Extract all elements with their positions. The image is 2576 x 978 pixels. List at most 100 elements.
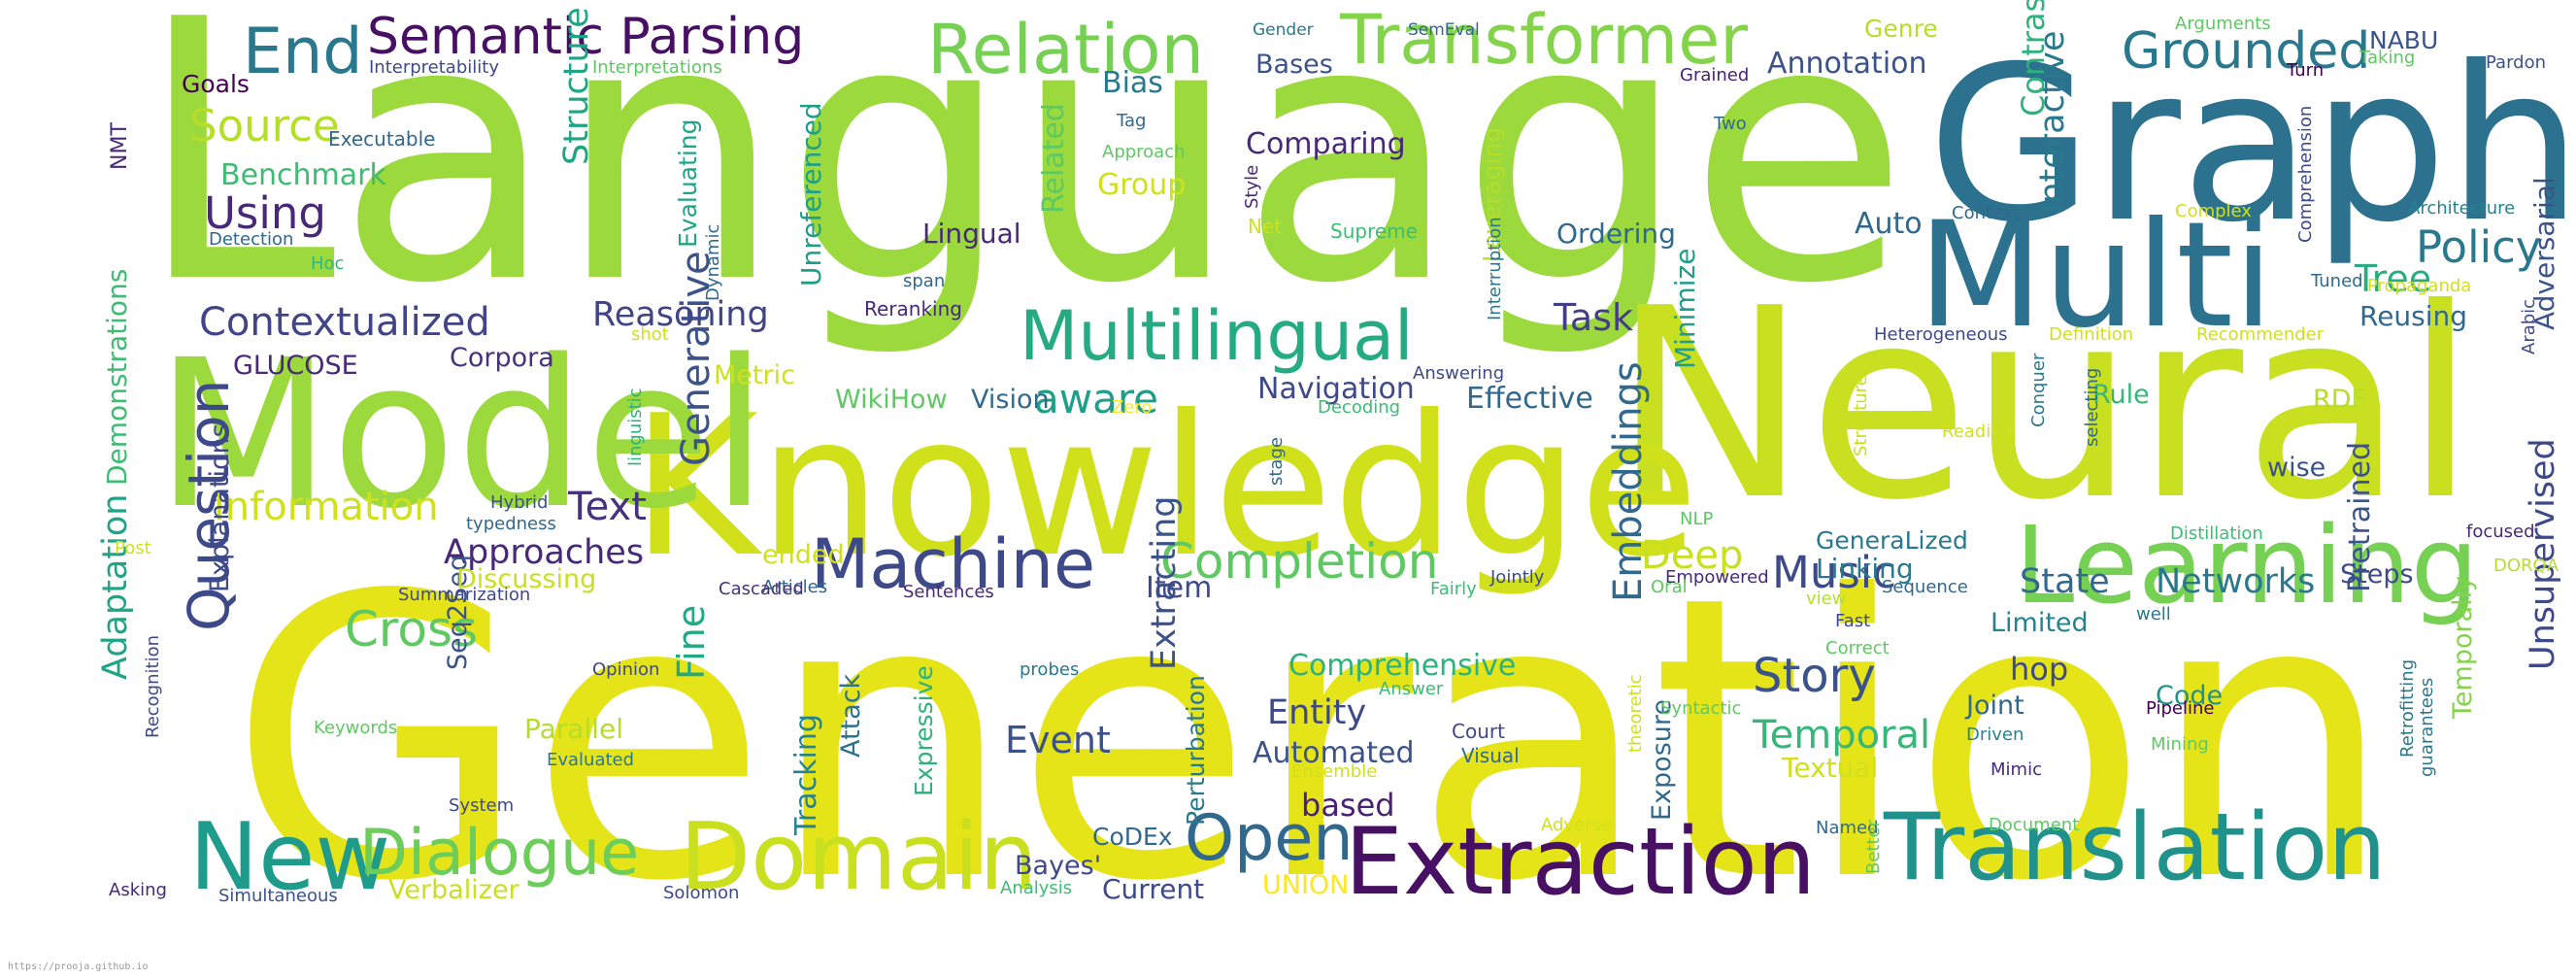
word-verbalizer: Verbalizer bbox=[388, 875, 520, 905]
word-source: Source bbox=[189, 100, 340, 152]
word-focused: focused bbox=[2466, 522, 2535, 542]
word-driven: Driven bbox=[1966, 725, 2024, 745]
word-leveraging: Leveraging bbox=[1478, 127, 1506, 262]
word-mimic: Mimic bbox=[1991, 759, 2042, 780]
word-cascaded: Cascaded bbox=[719, 579, 804, 599]
word-perturbation: Perturbation bbox=[1182, 675, 1210, 826]
word-well: well bbox=[2136, 604, 2171, 624]
word-sequence: Sequence bbox=[1882, 577, 1968, 597]
word-deep: Deep bbox=[1641, 533, 1743, 578]
word-reading: Reading bbox=[1942, 422, 2013, 442]
word-lingual: Lingual bbox=[922, 218, 1021, 250]
word-navigation: Navigation bbox=[1257, 372, 1415, 406]
word-translation: Translation bbox=[1883, 794, 2387, 901]
word-comparing: Comparing bbox=[1246, 127, 1406, 161]
word-hoc: Hoc bbox=[311, 253, 344, 274]
word-attack: Attack bbox=[836, 673, 866, 758]
word-temporally: Temporally bbox=[2448, 576, 2478, 720]
word-arabic: Arabic bbox=[2519, 299, 2539, 354]
word-glucose: GLUCOSE bbox=[233, 351, 358, 381]
word-keywords: Keywords bbox=[314, 718, 397, 738]
word-arguments: Arguments bbox=[2175, 14, 2271, 34]
word-document: Document bbox=[1989, 815, 2079, 835]
word-item: Item bbox=[1146, 571, 1212, 605]
word-knowledge: Knowledge bbox=[631, 374, 1698, 600]
word-rule: Rule bbox=[2092, 380, 2150, 410]
word-codex: CoDEx bbox=[1092, 823, 1173, 851]
word-event: Event bbox=[1005, 719, 1111, 761]
word-discussing: Discussing bbox=[456, 564, 596, 594]
word-reranking: Reranking bbox=[864, 297, 962, 320]
word-embeddings: Embeddings bbox=[1606, 361, 1651, 602]
word-comprehensive: Comprehensive bbox=[1288, 649, 1516, 683]
word-selecting: selecting bbox=[2082, 368, 2102, 447]
word-dialogue: Dialogue bbox=[359, 817, 639, 890]
word-complex: Complex bbox=[2175, 201, 2252, 221]
word-ended: ended bbox=[762, 540, 845, 570]
word-networks: Networks bbox=[2156, 562, 2315, 601]
word-opinion: Opinion bbox=[592, 659, 659, 680]
word-better: Better bbox=[1863, 819, 1884, 874]
word-exposure: Exposure bbox=[1647, 699, 1677, 821]
word-automated: Automated bbox=[1253, 736, 1415, 770]
word-approach: Approach bbox=[1102, 142, 1186, 162]
word-grounded: Grounded bbox=[2122, 22, 2370, 81]
word-generalized: GeneraLized bbox=[1816, 526, 1968, 555]
word-reasoning: Reasoning bbox=[592, 295, 769, 334]
word-propaganda: Propaganda bbox=[2367, 276, 2471, 296]
word-nabu: NABU bbox=[2369, 26, 2438, 54]
word-visual: Visual bbox=[1461, 744, 1520, 767]
word-analysis: Analysis bbox=[1000, 878, 1072, 898]
word-oral: Oral bbox=[1651, 577, 1688, 597]
word-effective: Effective bbox=[1466, 382, 1593, 416]
word-ordering: Ordering bbox=[1556, 218, 1676, 250]
word-evaluating: Evaluating bbox=[674, 119, 702, 248]
word-dorqa: DORQA bbox=[2493, 556, 2559, 576]
word-tracking: Tracking bbox=[789, 714, 823, 836]
word-entity: Entity bbox=[1267, 693, 1366, 732]
word-grained: Grained bbox=[1680, 65, 1749, 85]
word-recommender: Recommender bbox=[2196, 324, 2325, 345]
word-graph: Graph bbox=[1927, 20, 2576, 269]
word-bias: Bias bbox=[1102, 66, 1163, 100]
word-tuned: Tuned bbox=[2310, 271, 2363, 291]
word-fine: Fine bbox=[670, 605, 713, 680]
word-joint: Joint bbox=[1964, 691, 2024, 721]
word-interpretability: Interpretability bbox=[369, 57, 499, 78]
word-code: Code bbox=[2156, 681, 2223, 711]
word-task: Task bbox=[1553, 296, 1633, 339]
word-interpretations: Interpretations bbox=[592, 57, 722, 78]
word-sentences: Sentences bbox=[903, 582, 994, 602]
word-multilingual: Multilingual bbox=[1020, 296, 1414, 376]
word-semeval: SemEval bbox=[1408, 20, 1480, 40]
word-policy: Policy bbox=[2416, 221, 2541, 273]
word-vision: Vision bbox=[971, 385, 1050, 415]
word-completion: Completion bbox=[1160, 533, 1438, 590]
word-stage: stage bbox=[1266, 437, 1287, 486]
word-textual: Textual bbox=[1781, 752, 1878, 784]
word-unsupervised: Unsupervised bbox=[2524, 438, 2562, 670]
word-recognition: Recognition bbox=[143, 635, 163, 738]
word-tag: Tag bbox=[1116, 111, 1146, 131]
word-rdf: RDF bbox=[2313, 385, 2366, 415]
word-turn: Turn bbox=[2286, 60, 2324, 81]
word-reusing: Reusing bbox=[2359, 300, 2467, 332]
word-asking: Asking bbox=[109, 880, 167, 900]
word-genre: Genre bbox=[1864, 15, 1938, 43]
word-metric: Metric bbox=[714, 360, 795, 390]
word-court: Court bbox=[1452, 720, 1505, 743]
word-learning: Learning bbox=[2015, 503, 2479, 627]
word-using: Using bbox=[204, 187, 326, 239]
word-zero: Zero bbox=[1112, 397, 1152, 418]
word-evaluated: Evaluated bbox=[547, 750, 634, 770]
word-supreme: Supreme bbox=[1330, 219, 1418, 243]
word-wise: wise bbox=[2267, 453, 2325, 483]
word-cross: Cross bbox=[345, 601, 478, 658]
word-taking: Taking bbox=[2359, 48, 2415, 68]
word-language: Language bbox=[136, 0, 1909, 362]
word-relation: Relation bbox=[927, 10, 1204, 89]
word-adaptation: Adaptation bbox=[96, 494, 135, 680]
word-gender: Gender bbox=[1253, 20, 1314, 40]
word-context: Context bbox=[1952, 203, 2021, 223]
word-solomon: Solomon bbox=[663, 883, 739, 903]
